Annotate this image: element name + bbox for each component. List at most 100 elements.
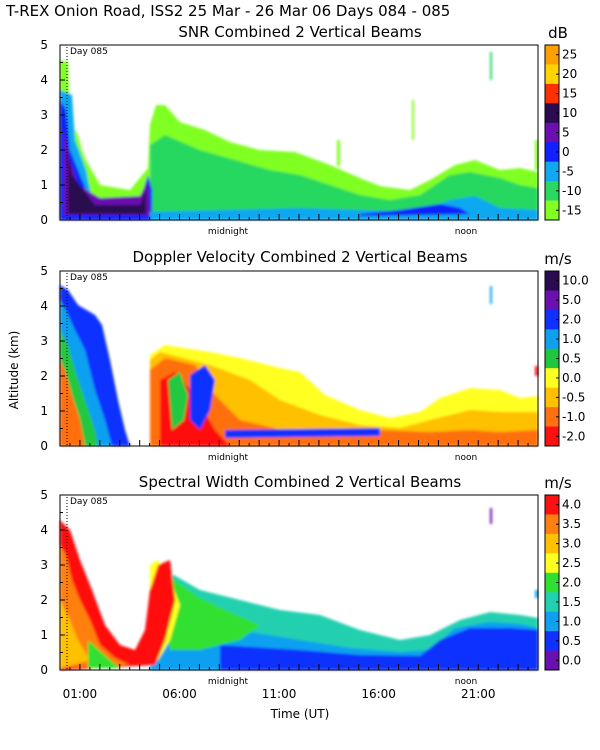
colorbar-label: 10 [562, 106, 577, 120]
sw-speck [490, 508, 492, 524]
colorbar-label: 0.0 [562, 371, 581, 385]
snr-speck-2 [337, 140, 340, 166]
noon-label: noon [455, 453, 477, 463]
ytick-label: 4 [40, 299, 48, 313]
midnight-label: midnight [208, 677, 249, 687]
colorbar-cell [545, 329, 559, 350]
colorbar-unit: m/s [544, 474, 572, 492]
colorbar-cell [545, 348, 559, 369]
xtick-label: 01:00 [63, 687, 98, 701]
dop-layer-red-left [60, 360, 85, 446]
colorbar-cell [545, 650, 559, 671]
snr-layer-floorblue [360, 204, 470, 216]
ytick-label: 1 [40, 628, 48, 642]
snr-layer-green [150, 135, 538, 220]
colorbar-cell [545, 83, 559, 104]
colorbar-label: 2.0 [562, 576, 581, 590]
colorbar-label: 1.5 [562, 595, 581, 609]
sw-layer-green [160, 578, 260, 650]
colorbar-unit: dB [548, 24, 568, 42]
colorbar-cell [545, 161, 559, 182]
midnight-label: midnight [208, 453, 249, 463]
ytick-label: 0 [40, 439, 48, 453]
ytick-label: 3 [40, 558, 48, 572]
ytick-label: 4 [40, 523, 48, 537]
colorbar-label: 4.0 [562, 498, 581, 512]
colorbar-cell [545, 45, 559, 65]
colorbar-cell [545, 426, 559, 447]
colorbar-unit: m/s [544, 250, 572, 268]
ytick-label: 5 [40, 264, 48, 278]
ytick-label: 2 [40, 593, 48, 607]
colorbar-label: 0.5 [562, 634, 581, 648]
colorbar-cell [545, 200, 559, 221]
day-marker-label: Day 085 [70, 47, 108, 57]
colorbar-cell [545, 290, 559, 311]
snr-heatmap [60, 52, 538, 220]
colorbar-label: 5.0 [562, 293, 581, 307]
xtick-label: 11:00 [262, 687, 297, 701]
colorbar-label: 3.5 [562, 517, 581, 531]
doppler-heatmap [60, 285, 538, 446]
colorbar-label: -2.0 [562, 429, 585, 443]
width-heatmap [60, 508, 538, 670]
colorbar-cell [545, 611, 559, 632]
sw-layer-orange-left [60, 545, 130, 668]
sw-layer-green-left [88, 640, 120, 668]
ytick-label: 3 [40, 108, 48, 122]
colorbar-cell [545, 407, 559, 427]
colorbar-label: -1.0 [562, 410, 585, 424]
colorbar-cell [545, 387, 559, 408]
colorbar-cell [545, 181, 559, 201]
colorbar-label: -10 [562, 184, 582, 198]
xlabel: Time (UT) [270, 707, 330, 721]
colorbar-label: 1.0 [562, 332, 581, 346]
day-marker-label: Day 085 [70, 273, 108, 283]
colorbar-cell [545, 368, 559, 388]
colorbar-cell [545, 271, 559, 291]
width-panel: Spectral Width Combined 2 Vertical Beams [60, 473, 538, 670]
ytick-label: 5 [40, 488, 48, 502]
colorbar-cell [545, 533, 559, 554]
snr-speck-3 [412, 100, 414, 140]
dop-speck [490, 286, 492, 304]
colorbar-label: 15 [562, 87, 577, 101]
colorbar-label: 20 [562, 67, 577, 81]
ytick-label: 0 [40, 213, 48, 227]
sw-speck-2 [535, 590, 538, 598]
width-panel-title: Spectral Width Combined 2 Vertical Beams [139, 473, 462, 491]
colorbar-cell [545, 514, 559, 535]
dop-layer-green-mid [168, 372, 188, 430]
colorbar-label: -15 [562, 203, 582, 217]
colorbar-label: 3.0 [562, 537, 581, 551]
colorbar-cell [545, 122, 559, 143]
ytick-label: 3 [40, 334, 48, 348]
ytick-label: 4 [40, 73, 48, 87]
ytick-label: 0 [40, 663, 48, 677]
xtick-label: 21:00 [461, 687, 496, 701]
doppler-panel: Doppler Velocity Combined 2 Vertical Bea… [7, 248, 538, 446]
altitude-label: Altitude (km) [7, 331, 21, 410]
figure-title: T-REX Onion Road, ISS2 25 Mar - 26 Mar 0… [5, 2, 450, 20]
colorbar-label: 1.0 [562, 614, 581, 628]
snr-speck [490, 52, 492, 80]
colorbar-cell [545, 309, 559, 330]
day-marker-label: Day 085 [70, 497, 108, 507]
colorbar-label: 0 [562, 145, 570, 159]
colorbar-cell [545, 495, 559, 515]
colorbar-label: 5 [562, 126, 570, 140]
dop-layer-blue-band [225, 428, 380, 438]
colorbar-cell [545, 142, 559, 162]
ytick-label: 2 [40, 143, 48, 157]
colorbar-label: 0.5 [562, 352, 581, 366]
ytick-label: 1 [40, 178, 48, 192]
dop-layer-red [150, 358, 538, 446]
colorbar-label: 2.0 [562, 313, 581, 327]
colorbar-cell [545, 103, 559, 124]
colorbar-label: 25 [562, 48, 577, 62]
ytick-label: 1 [40, 404, 48, 418]
colorbar-cell [545, 592, 559, 612]
noon-label: noon [455, 227, 477, 237]
doppler-panel-title: Doppler Velocity Combined 2 Vertical Bea… [132, 248, 467, 266]
